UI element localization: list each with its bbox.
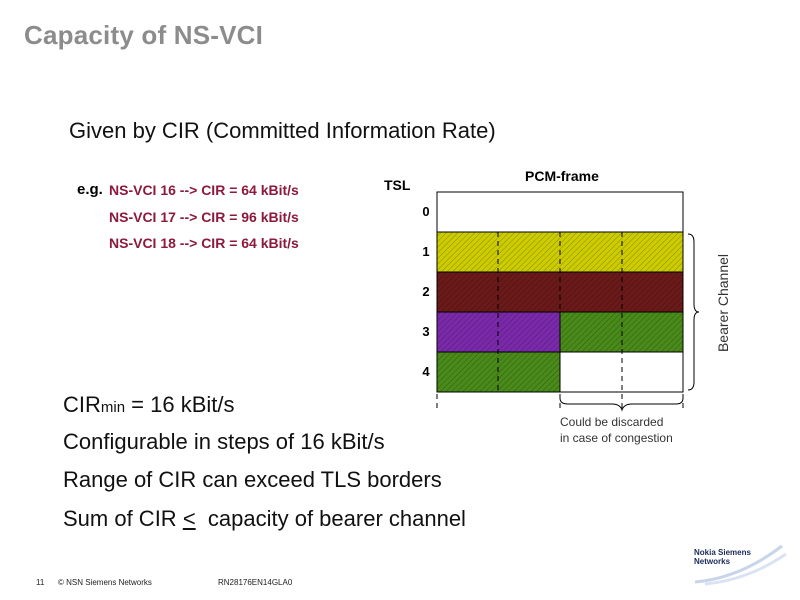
logo-line-2: Networks bbox=[694, 557, 731, 566]
cir-min-subscript: min bbox=[100, 399, 126, 416]
example-vci-18: NS-VCI 18 --> CIR = 64 kBit/s bbox=[109, 235, 299, 251]
discard-note-line-2: in case of congestion bbox=[560, 431, 673, 445]
bullet-range: Range of CIR can exceed TLS borders bbox=[63, 467, 442, 492]
tsl-0-cell bbox=[436, 191, 684, 233]
doc-id: RN28176EN14GLA0 bbox=[218, 578, 293, 587]
logo-line-1: Nokia Siemens bbox=[694, 548, 751, 557]
slide-title: Capacity of NS-VCI bbox=[24, 20, 264, 50]
example-vci-16: NS-VCI 16 --> CIR = 64 kBit/s bbox=[109, 182, 299, 198]
bullet-configurable: Configurable in steps of 16 kBit/s bbox=[63, 429, 385, 454]
example-vci-17: NS-VCI 17 --> CIR = 96 kBit/s bbox=[109, 209, 299, 225]
bullet-cir-min: CIRmin = 16 kBit/s bbox=[63, 392, 235, 418]
tsl-row-3: 3 bbox=[422, 324, 430, 339]
discard-note-line-1: Could be discarded bbox=[560, 415, 664, 429]
bearer-bracket bbox=[687, 233, 700, 391]
tsl-row-4: 4 bbox=[422, 364, 430, 379]
example-prefix: e.g. bbox=[77, 181, 103, 198]
cir-min-value: = 16 kBit/s bbox=[125, 392, 235, 417]
bearer-channel-label: Bearer Channel bbox=[715, 253, 731, 353]
tsl-row-0: 0 bbox=[422, 204, 430, 219]
company-logo: Nokia Siemens Networks bbox=[694, 548, 751, 566]
tsl-row-2: 2 bbox=[422, 284, 430, 299]
copyright: © NSN Siemens Networks bbox=[58, 578, 152, 587]
slide-subtitle: Given by CIR (Committed Information Rate… bbox=[69, 118, 496, 143]
logo-swoosh-icon bbox=[694, 544, 787, 586]
sum-pre: Sum of CIR bbox=[63, 506, 183, 531]
cir-min-base: CIR bbox=[63, 392, 101, 417]
pcm-frame-label: PCM-frame bbox=[525, 168, 599, 184]
bullet-sum: Sum of CIR < capacity of bearer channel bbox=[63, 506, 466, 532]
page-number: 11 bbox=[36, 578, 45, 587]
discard-brace bbox=[559, 397, 684, 412]
sum-post: capacity of bearer channel bbox=[195, 506, 466, 531]
bit-dividers bbox=[436, 232, 684, 412]
tsl-label: TSL bbox=[384, 177, 411, 193]
discard-note: Could be discarded in case of congestion bbox=[560, 414, 710, 446]
tsl-row-1: 1 bbox=[422, 244, 430, 259]
less-equal-symbol: < bbox=[182, 506, 196, 531]
